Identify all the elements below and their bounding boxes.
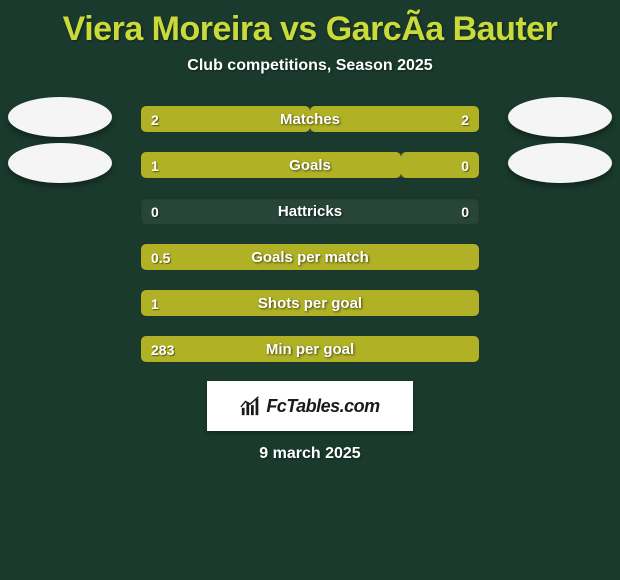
player1-value: 1 [141, 152, 169, 180]
stat-row: 22Matches [0, 105, 620, 133]
stats-chart: 22Matches10Goals00Hattricks0.5Goals per … [0, 105, 620, 363]
player1-value: 283 [141, 336, 184, 364]
stat-row: 10Goals [0, 151, 620, 179]
player2-value: 0 [451, 152, 479, 180]
fctables-logo: FcTables.com [207, 381, 413, 431]
stat-bar-track: 1Shots per goal [140, 289, 480, 317]
stat-row: 0.5Goals per match [0, 243, 620, 271]
stat-bar-track: 0.5Goals per match [140, 243, 480, 271]
logo-text: FcTables.com [266, 396, 379, 417]
stat-row: 0 0Hattricks [0, 197, 620, 225]
bar-chart-icon [240, 395, 262, 417]
stat-bar-track: 0 0Hattricks [140, 197, 480, 225]
player2-avatar [508, 97, 612, 137]
stat-bar-track: 283Min per goal [140, 335, 480, 363]
player2-avatar [508, 143, 612, 183]
stat-bar-track: 10Goals [140, 151, 480, 179]
player1-avatar [8, 97, 112, 137]
stat-bar-track: 22Matches [140, 105, 480, 133]
player2-value: 0 [451, 198, 479, 226]
player1-bar [141, 244, 479, 270]
player1-value: 2 [141, 106, 169, 134]
stat-row: 1Shots per goal [0, 289, 620, 317]
player1-bar [141, 152, 401, 178]
player1-value: 0.5 [141, 244, 180, 272]
player1-value: 0 [141, 198, 169, 226]
player2-value: 2 [451, 106, 479, 134]
player1-bar [141, 290, 479, 316]
player1-avatar [8, 143, 112, 183]
stat-label: Hattricks [141, 198, 479, 226]
player1-bar [141, 336, 479, 362]
player1-value: 1 [141, 290, 169, 318]
date-label: 9 march 2025 [0, 445, 620, 463]
comparison-title: Viera Moreira vs GarcÃa Bauter [0, 0, 620, 49]
stat-row: 283Min per goal [0, 335, 620, 363]
comparison-subtitle: Club competitions, Season 2025 [0, 57, 620, 75]
